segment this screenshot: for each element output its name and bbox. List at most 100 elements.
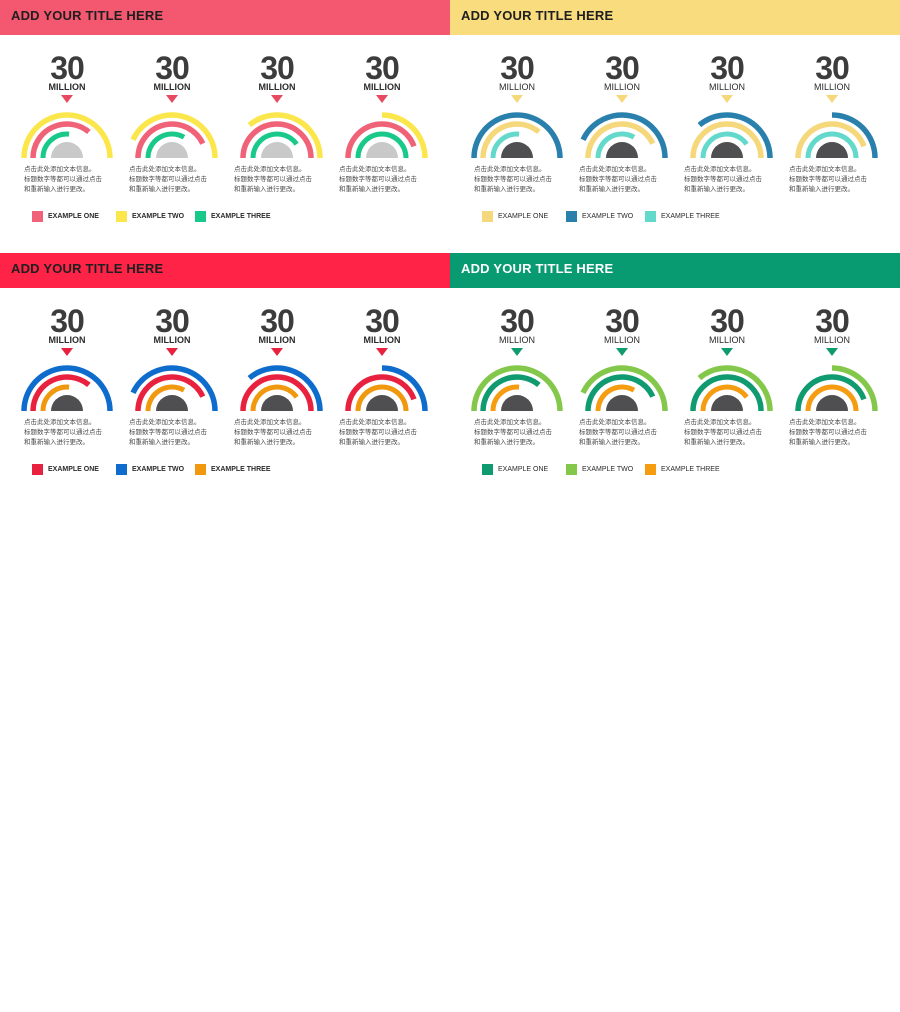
down-arrow-icon [616, 95, 628, 103]
gauge-3: 30 MILLION 点击此处添加文本信息。 标题数字等都可以通过点击 和重新输… [677, 50, 777, 200]
gauge-unit: MILLION [498, 82, 535, 92]
gauge-description: 点击此处添加文本信息。 标题数字等都可以通过点击 和重新输入进行更改。 [24, 166, 102, 193]
legend-swatch [116, 464, 127, 475]
outer-ring-arc [381, 112, 428, 159]
gauge-value: 30 [815, 50, 850, 86]
down-arrow-icon [511, 348, 523, 356]
legend-label: EXAMPLE THREE [211, 466, 271, 473]
panel-title: ADD YOUR TITLE HERE [461, 8, 614, 23]
middle-ring-arc [135, 374, 206, 412]
panel-header: ADD YOUR TITLE HERE [450, 0, 900, 35]
outer-ring-arc [831, 112, 878, 159]
outer-ring-arc [697, 365, 773, 412]
gauge-description: 点击此处添加文本信息。 标题数字等都可以通过点击 和重新输入进行更改。 [339, 166, 417, 193]
inner-ring-arc [595, 131, 636, 159]
down-arrow-icon [721, 348, 733, 356]
legend-swatch [195, 464, 206, 475]
gauge-description: 点击此处添加文本信息。 标题数字等都可以通过点击 和重新输入进行更改。 [129, 166, 207, 193]
gauge-description: 点击此处添加文本信息。 标题数字等都可以通过点击 和重新输入进行更改。 [684, 166, 762, 193]
down-arrow-icon [61, 95, 73, 103]
inner-ring-arc [250, 384, 299, 412]
gauge-description: 点击此处添加文本信息。 标题数字等都可以通过点击 和重新输入进行更改。 [234, 166, 312, 193]
inner-ring-arc [805, 384, 859, 412]
gauge-4: 30 MILLION 点击此处添加文本信息。 标题数字等都可以通过点击 和重新输… [782, 303, 882, 453]
down-arrow-icon [511, 95, 523, 103]
middle-ring-arc [345, 374, 417, 412]
down-arrow-icon [721, 95, 733, 103]
legend-label: EXAMPLE ONE [48, 466, 99, 473]
legend-label: EXAMPLE THREE [211, 213, 271, 220]
outer-ring-arc [580, 112, 668, 159]
legend-label: EXAMPLE ONE [498, 466, 549, 473]
gauge-description: 点击此处添加文本信息。 标题数字等都可以通过点击 和重新输入进行更改。 [234, 419, 312, 446]
gauge-unit: MILLION [363, 82, 401, 92]
outer-ring-arc [471, 365, 563, 412]
down-arrow-icon [61, 348, 73, 356]
panel-green: ADD YOUR TITLE HERE 30 MILLION 点击此处添加文本信… [450, 253, 900, 506]
middle-ring-arc [30, 374, 91, 412]
outer-ring-arc [381, 365, 428, 412]
gauge-4: 30 MILLION 点击此处添加文本信息。 标题数字等都可以通过点击 和重新输… [332, 50, 432, 200]
gauge-2: 30 MILLION 点击此处添加文本信息。 标题数字等都可以通过点击 和重新输… [572, 303, 672, 453]
down-arrow-icon [826, 95, 838, 103]
legend-swatch [566, 211, 577, 222]
inner-ring-arc [355, 384, 409, 412]
inner-ring-arc [700, 131, 749, 159]
gauge-description: 点击此处添加文本信息。 标题数字等都可以通过点击 和重新输入进行更改。 [24, 419, 102, 446]
inner-ring-arc [355, 131, 409, 159]
gauge-1: 30 MILLION 点击此处添加文本信息。 标题数字等都可以通过点击 和重新输… [467, 303, 567, 453]
gauge-3: 30 MILLION 点击此处添加文本信息。 标题数字等都可以通过点击 和重新输… [227, 303, 327, 453]
gauge-4: 30 MILLION 点击此处添加文本信息。 标题数字等都可以通过点击 和重新输… [332, 303, 432, 453]
gauge-value: 30 [500, 303, 535, 339]
semicircle-gauge [471, 365, 563, 412]
inner-ring-arc [595, 384, 636, 412]
gauge-2: 30 MILLION 点击此处添加文本信息。 标题数字等都可以通过点击 和重新输… [122, 303, 222, 453]
gauge-value: 30 [260, 303, 295, 339]
gauge-description: 点击此处添加文本信息。 标题数字等都可以通过点击 和重新输入进行更改。 [129, 419, 207, 446]
gauge-1: 30 MILLION 点击此处添加文本信息。 标题数字等都可以通过点击 和重新输… [17, 50, 117, 200]
outer-ring-arc [130, 365, 218, 412]
gauge-unit: MILLION [258, 335, 296, 345]
gauge-core [366, 142, 398, 158]
inner-ring-arc [250, 131, 299, 159]
semicircle-gauge [690, 365, 773, 412]
gauge-core [261, 142, 293, 158]
gauge-core [366, 395, 398, 411]
gauge-core [156, 395, 188, 411]
semicircle-gauge [345, 112, 428, 159]
down-arrow-icon [376, 348, 388, 356]
legend-label: EXAMPLE TWO [582, 213, 634, 220]
gauge-unit: MILLION [813, 335, 850, 345]
inner-ring-arc [40, 384, 70, 412]
outer-ring-arc [471, 112, 563, 159]
semicircle-gauge [130, 365, 218, 412]
middle-ring-arc [240, 121, 314, 159]
legend-swatch [645, 211, 656, 222]
outer-ring-arc [580, 365, 668, 412]
gauge-core [156, 142, 188, 158]
gauge-core [501, 142, 533, 158]
gauge-unit: MILLION [813, 82, 850, 92]
panel-header: ADD YOUR TITLE HERE [450, 253, 900, 288]
gauge-unit: MILLION [708, 335, 745, 345]
semicircle-gauge [240, 112, 323, 159]
down-arrow-icon [376, 95, 388, 103]
panel-title: ADD YOUR TITLE HERE [461, 261, 614, 276]
middle-ring-arc [795, 121, 867, 159]
gauge-core [816, 142, 848, 158]
gauge-value: 30 [50, 50, 85, 86]
outer-ring-arc [21, 112, 113, 159]
legend-swatch [32, 464, 43, 475]
gauge-value: 30 [605, 50, 640, 86]
gauge-core [501, 395, 533, 411]
down-arrow-icon [166, 348, 178, 356]
down-arrow-icon [616, 348, 628, 356]
panel-header: ADD YOUR TITLE HERE [0, 253, 450, 288]
inner-ring-arc [490, 131, 520, 159]
gauge-2: 30 MILLION 点击此处添加文本信息。 标题数字等都可以通过点击 和重新输… [572, 50, 672, 200]
panel-yellow: ADD YOUR TITLE HERE 30 MILLION 点击此处添加文本信… [450, 0, 900, 253]
gauge-core [606, 142, 638, 158]
gauge-unit: MILLION [48, 335, 86, 345]
gauge-value: 30 [365, 50, 400, 86]
gauge-3: 30 MILLION 点击此处添加文本信息。 标题数字等都可以通过点击 和重新输… [227, 50, 327, 200]
